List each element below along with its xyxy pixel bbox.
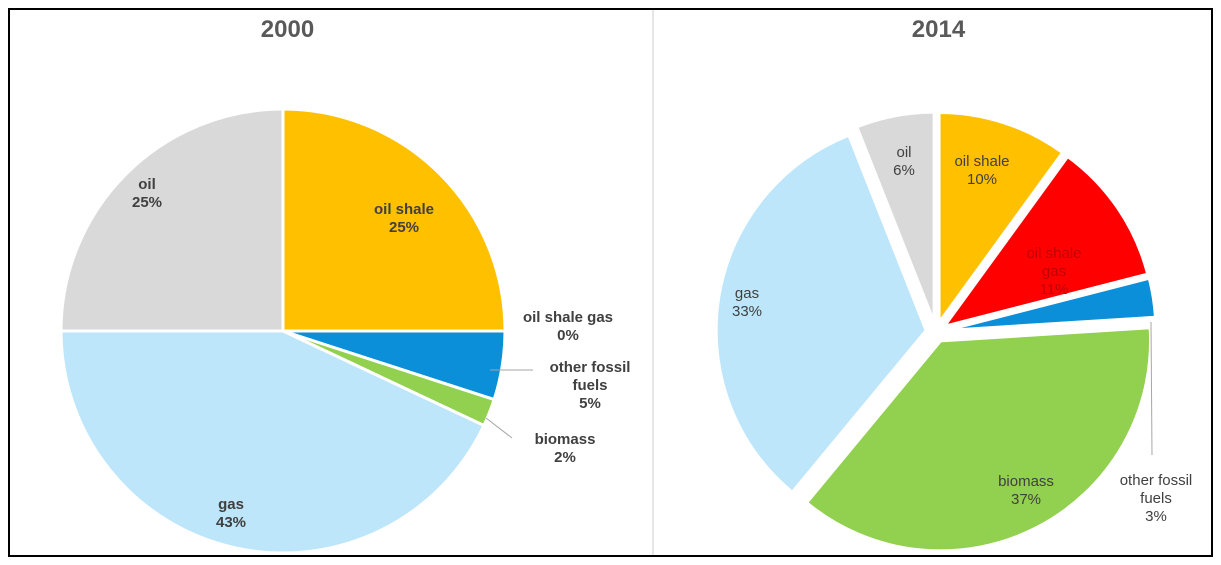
slices bbox=[59, 107, 507, 555]
leader-line-other-fossil-fuels bbox=[1150, 321, 1153, 456]
pie-chart-2000: 2000 oil shale 25% oil shale gas 0% other fo… bbox=[59, 16, 631, 555]
slice-oil[interactable] bbox=[854, 110, 936, 323]
chart-title-2014: 2014 bbox=[911, 16, 966, 43]
data-label-oil-shale: oil shale 10% bbox=[954, 153, 1009, 188]
data-label-oil-shale-gas: oil shale gas 11% bbox=[1026, 245, 1081, 298]
leader-line-biomass bbox=[485, 417, 513, 439]
chart-title-2000: 2000 bbox=[260, 16, 315, 43]
pie-svg-2000: oil shale 25% oil shale gas 0% other fossil f… bbox=[59, 107, 631, 555]
slice-biomass[interactable] bbox=[804, 326, 1153, 553]
data-label-gas: gas 33% bbox=[732, 285, 762, 320]
slices bbox=[714, 110, 1158, 553]
slice-other-fossil-fuels[interactable] bbox=[945, 276, 1158, 332]
pie-svg-2014: oil shale 10% oil shale gas 11% other fossil f… bbox=[714, 110, 1193, 553]
slice-oil[interactable] bbox=[59, 107, 285, 333]
data-label-oil: oil 6% bbox=[893, 144, 915, 179]
slice-gas[interactable] bbox=[59, 329, 486, 555]
pie-chart-2014: 2014 oil shale 10% oil shale gas 11% other fo… bbox=[656, 0, 1221, 565]
chart-divider bbox=[652, 10, 654, 555]
slice-oil-shale-gas[interactable] bbox=[940, 154, 1150, 329]
data-label-biomass: biomass 2% bbox=[535, 431, 596, 466]
data-label-oil-shale: oil shale 25% bbox=[374, 201, 434, 236]
slice-gas[interactable] bbox=[714, 133, 928, 495]
data-label-oil: oil 25% bbox=[132, 176, 162, 211]
data-label-oil-shale-gas: oil shale gas 0% bbox=[523, 309, 613, 344]
data-label-other-fossil-fuels: other fossil fuels 3% bbox=[1120, 472, 1193, 525]
slice-oil-shale[interactable] bbox=[937, 110, 1065, 328]
data-label-gas: gas 43% bbox=[216, 496, 246, 531]
slice-oil-shale[interactable] bbox=[281, 107, 507, 333]
data-label-biomass: biomass 37% bbox=[998, 473, 1054, 508]
data-label-other-fossil-fuels: other fossil fuels 5% bbox=[550, 359, 631, 412]
